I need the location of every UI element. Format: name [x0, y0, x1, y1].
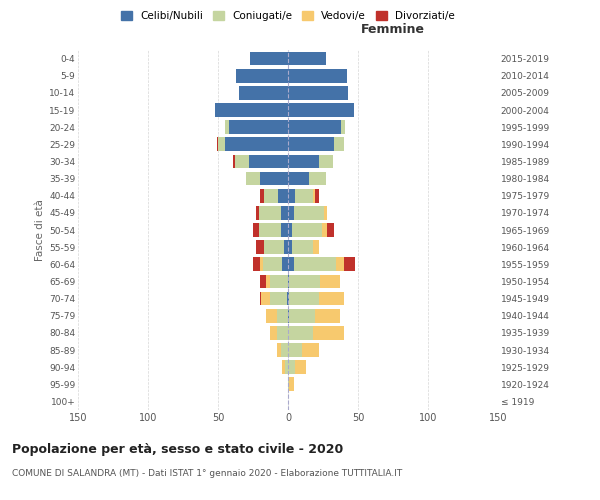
Bar [288, 120, 341, 134]
Bar [281, 206, 288, 220]
Bar [239, 86, 288, 100]
Bar [229, 120, 288, 134]
Bar [288, 154, 319, 168]
Bar [289, 292, 319, 306]
Bar [270, 326, 277, 340]
Bar [288, 360, 295, 374]
Bar [314, 309, 340, 322]
Bar [314, 189, 319, 202]
Bar [253, 258, 260, 271]
Bar [289, 309, 314, 322]
Bar [235, 154, 249, 168]
Bar [293, 258, 335, 271]
Bar [288, 292, 289, 306]
Bar [253, 223, 259, 237]
Bar [288, 103, 354, 117]
Bar [281, 343, 288, 357]
Bar [334, 138, 344, 151]
Bar [293, 206, 325, 220]
Bar [322, 223, 327, 237]
Text: Popolazione per età, sesso e stato civile - 2020: Popolazione per età, sesso e stato civil… [12, 442, 343, 456]
Bar [283, 258, 288, 271]
Bar [313, 189, 314, 202]
Bar [277, 326, 288, 340]
Bar [260, 292, 262, 306]
Bar [225, 138, 288, 151]
Bar [262, 292, 270, 306]
Bar [277, 343, 281, 357]
Bar [288, 206, 293, 220]
Bar [287, 292, 288, 306]
Bar [288, 309, 289, 322]
Bar [295, 189, 313, 202]
Bar [260, 258, 263, 271]
Bar [277, 309, 288, 322]
Bar [327, 223, 334, 237]
Bar [278, 189, 288, 202]
Bar [260, 189, 264, 202]
Bar [288, 138, 334, 151]
Bar [259, 206, 281, 220]
Bar [319, 154, 333, 168]
Bar [288, 189, 295, 202]
Bar [319, 292, 344, 306]
Bar [288, 86, 348, 100]
Bar [320, 274, 340, 288]
Bar [288, 69, 347, 82]
Bar [344, 258, 355, 271]
Bar [270, 292, 287, 306]
Bar [236, 69, 288, 82]
Bar [288, 240, 292, 254]
Bar [309, 172, 326, 185]
Bar [289, 378, 293, 391]
Bar [249, 154, 288, 168]
Legend: Celibi/Nubili, Coniugati/e, Vedovi/e, Divorziati/e: Celibi/Nubili, Coniugati/e, Vedovi/e, Di… [118, 8, 458, 24]
Bar [289, 274, 320, 288]
Bar [302, 343, 319, 357]
Bar [292, 223, 322, 237]
Bar [285, 360, 288, 374]
Bar [325, 206, 327, 220]
Bar [233, 154, 235, 168]
Bar [288, 326, 313, 340]
Y-axis label: Fasce di età: Fasce di età [35, 199, 45, 261]
Bar [313, 240, 319, 254]
Text: Femmine: Femmine [361, 22, 425, 36]
Bar [259, 223, 281, 237]
Bar [288, 223, 292, 237]
Bar [225, 120, 229, 134]
Bar [288, 258, 293, 271]
Bar [263, 258, 283, 271]
Bar [335, 258, 344, 271]
Bar [281, 223, 288, 237]
Bar [313, 326, 344, 340]
Bar [246, 172, 260, 185]
Bar [264, 240, 284, 254]
Bar [217, 138, 218, 151]
Bar [218, 138, 225, 151]
Bar [292, 240, 313, 254]
Bar [288, 52, 326, 66]
Bar [256, 206, 259, 220]
Bar [295, 360, 306, 374]
Bar [284, 240, 288, 254]
Bar [215, 103, 288, 117]
Text: COMUNE DI SALANDRA (MT) - Dati ISTAT 1° gennaio 2020 - Elaborazione TUTTITALIA.I: COMUNE DI SALANDRA (MT) - Dati ISTAT 1° … [12, 469, 402, 478]
Bar [260, 172, 288, 185]
Bar [288, 172, 309, 185]
Bar [256, 240, 264, 254]
Bar [288, 343, 302, 357]
Bar [250, 52, 288, 66]
Bar [260, 274, 266, 288]
Bar [341, 120, 346, 134]
Bar [270, 274, 288, 288]
Bar [288, 274, 289, 288]
Bar [266, 274, 270, 288]
Bar [288, 378, 289, 391]
Bar [283, 360, 285, 374]
Bar [266, 309, 277, 322]
Bar [264, 189, 278, 202]
